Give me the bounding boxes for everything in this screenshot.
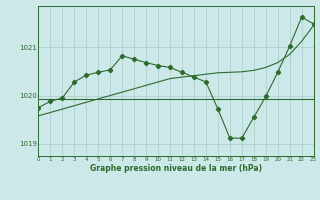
X-axis label: Graphe pression niveau de la mer (hPa): Graphe pression niveau de la mer (hPa) <box>90 164 262 173</box>
